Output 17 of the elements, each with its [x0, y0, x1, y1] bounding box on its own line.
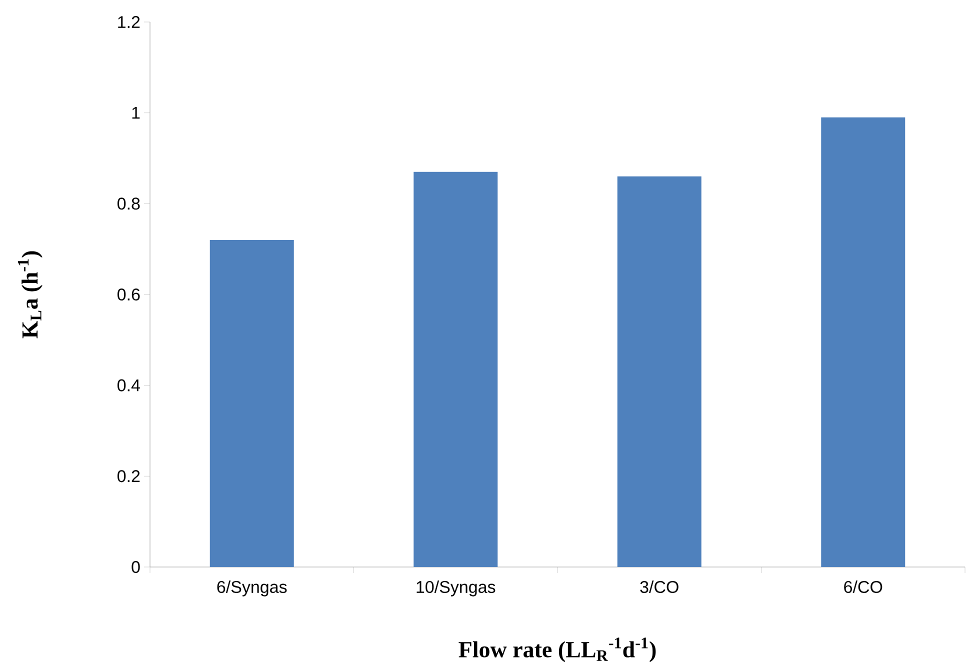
- x-axis-title: Flow rate (LL$_{R}$$^{-1}$d$^{-1}$): [458, 638, 656, 662]
- y-tick-label: 0.8: [118, 198, 140, 210]
- bar: [617, 176, 702, 567]
- x-tick-label: 6/CO: [844, 580, 882, 594]
- y-tick-label: 0.4: [118, 379, 140, 392]
- y-tick-label: 0.2: [118, 470, 140, 482]
- y-tick-label: 0: [132, 560, 140, 574]
- bar: [821, 117, 906, 567]
- y-axis-title: K$_{L}$a (h$^{-1}$): [18, 251, 42, 338]
- y-tick-label: 1: [132, 106, 140, 119]
- y-tick-label: 0.6: [118, 288, 140, 301]
- x-tick-label: 6/Syngas: [217, 580, 287, 596]
- bar: [210, 240, 294, 567]
- bar: [414, 172, 498, 567]
- y-tick-label: 1.2: [118, 16, 140, 28]
- x-tick-label: 10/Syngas: [416, 580, 496, 596]
- x-tick-label: 3/CO: [640, 580, 678, 594]
